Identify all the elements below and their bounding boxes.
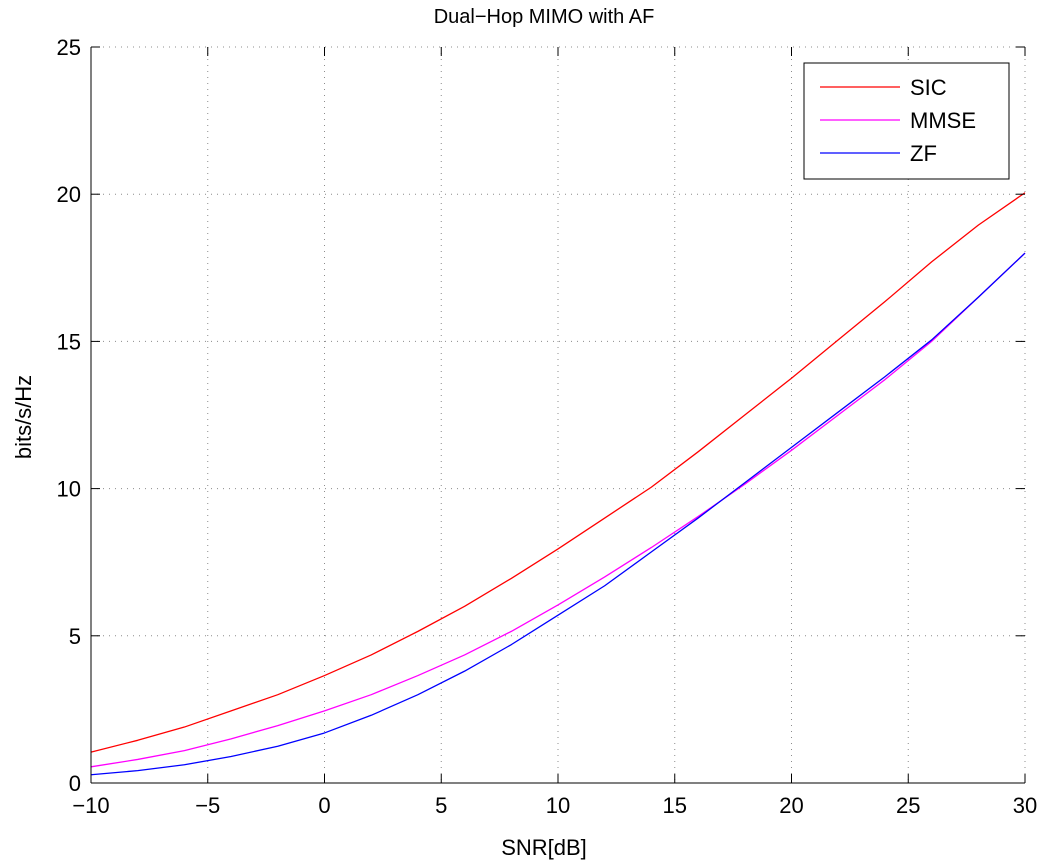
legend: SIC MMSE ZF <box>803 62 1010 180</box>
tick-labels: −10 −5 0 5 10 15 20 25 30 0 5 10 15 20 25 <box>57 35 1038 818</box>
legend-entries: SIC MMSE ZF <box>820 75 976 166</box>
x-axis-label: SNR[dB] <box>501 835 587 860</box>
legend-label-mmse: MMSE <box>910 108 976 133</box>
legend-box <box>803 62 1010 180</box>
ticks <box>90 46 1026 784</box>
y-tick-label: 20 <box>57 182 81 207</box>
series-line-sic <box>90 192 1026 753</box>
y-tick-label: 15 <box>57 329 81 354</box>
x-tick-label: −10 <box>72 793 109 818</box>
y-tick-label: 25 <box>57 35 81 60</box>
y-tick-label: 5 <box>69 624 81 649</box>
y-tick-label: 10 <box>57 477 81 502</box>
legend-label-zf: ZF <box>910 141 937 166</box>
x-tick-label: 10 <box>546 793 570 818</box>
series-line-mmse <box>90 252 1026 768</box>
x-tick-label: 30 <box>1013 793 1037 818</box>
x-tick-label: 5 <box>435 793 447 818</box>
series-line-zf <box>90 252 1026 776</box>
series-lines <box>90 192 1026 776</box>
x-tick-label: 20 <box>779 793 803 818</box>
y-tick-label: 0 <box>69 771 81 796</box>
x-tick-label: 0 <box>318 793 330 818</box>
x-tick-label: 15 <box>663 793 687 818</box>
x-tick-label: −5 <box>195 793 220 818</box>
x-tick-label: 25 <box>896 793 920 818</box>
legend-label-sic: SIC <box>910 75 947 100</box>
chart-title: Dual−Hop MIMO with AF <box>434 6 655 28</box>
y-axis-label: bits/s/Hz <box>11 375 36 459</box>
